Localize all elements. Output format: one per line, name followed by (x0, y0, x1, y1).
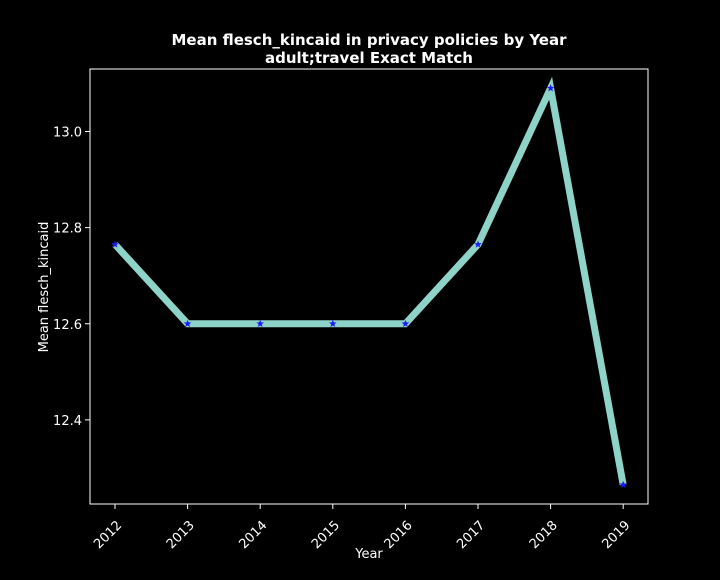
series-line (112, 76, 627, 486)
data-point-marker (329, 319, 337, 327)
data-point-marker (474, 240, 482, 248)
chart-title: Mean flesch_kincaid in privacy policies … (171, 31, 567, 49)
x-axis-label: Year (354, 547, 383, 562)
data-point-marker (111, 240, 119, 248)
x-tick-label: 2017 (454, 518, 488, 552)
series-group (111, 76, 627, 489)
x-tick-label: 2018 (527, 518, 561, 552)
y-axis-label: Mean flesch_kincaid (37, 222, 52, 353)
y-tick-label: 12.6 (53, 318, 82, 333)
plot-area-frame (89, 68, 649, 505)
data-point-marker (619, 480, 627, 489)
x-tick-label: 2016 (382, 518, 416, 552)
y-tick-label: 12.4 (53, 414, 82, 429)
y-axis-ticks: 12.4 12.6 12.8 13.0 (53, 125, 90, 429)
y-tick-label: 12.8 (53, 222, 82, 237)
y-tick-label: 13.0 (53, 125, 82, 140)
x-tick-label: 2012 (91, 518, 125, 552)
x-tick-label: 2019 (599, 518, 633, 552)
x-axis-ticks: 2012 2013 2014 2015 2016 2017 2018 2019 (91, 504, 633, 552)
data-point-marker (256, 319, 264, 327)
x-tick-label: 2013 (164, 518, 198, 552)
x-tick-label: 2014 (236, 518, 270, 552)
data-point-marker (183, 319, 192, 327)
chart-subtitle: adult;travel Exact Match (265, 49, 473, 67)
x-tick-label: 2015 (309, 518, 343, 552)
data-point-marker (546, 84, 555, 92)
data-point-marker (401, 319, 410, 327)
